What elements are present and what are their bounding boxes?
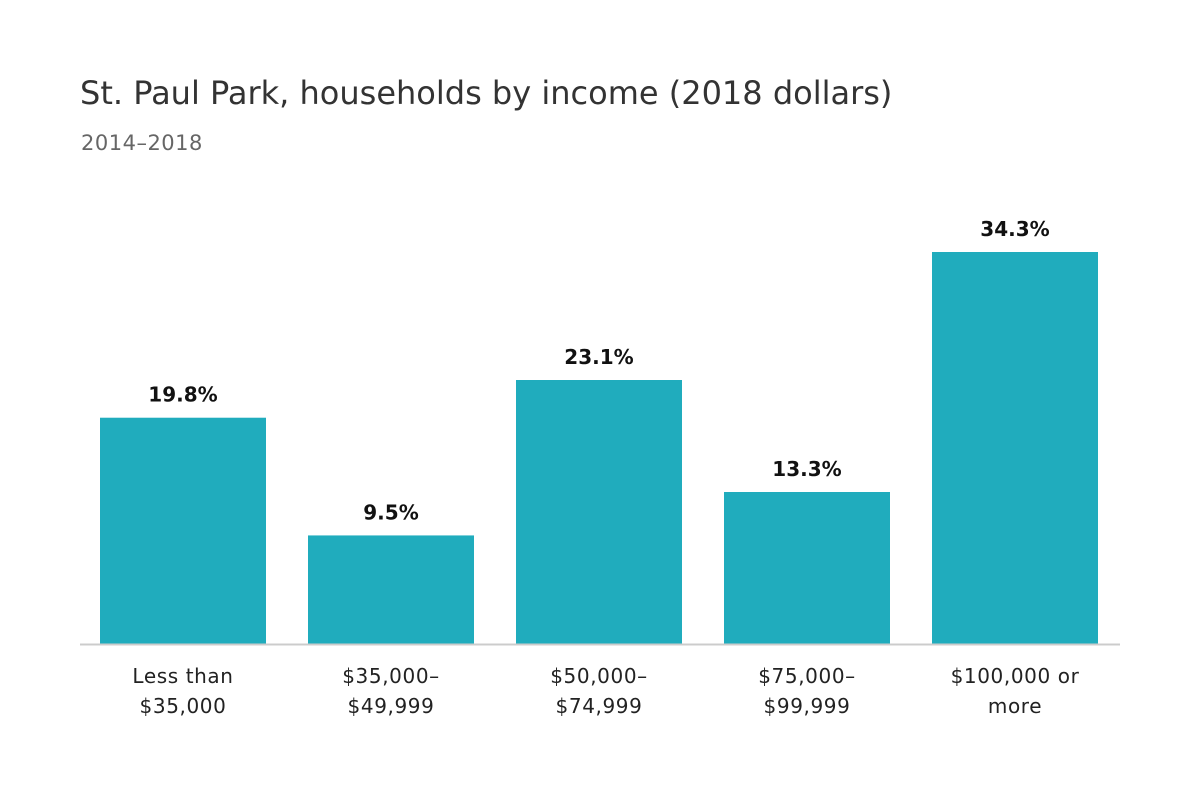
- bars-group: [100, 252, 1098, 644]
- tick-label-1-line-1: $49,999: [348, 694, 435, 718]
- tick-label-3-line-1: $99,999: [764, 694, 851, 718]
- tick-label-4-line-1: more: [988, 694, 1042, 718]
- tick-label-2-line-1: $74,999: [556, 694, 643, 718]
- value-label-1: 9.5%: [363, 500, 418, 524]
- tick-label-2-line-0: $50,000–: [550, 664, 648, 688]
- tick-labels-group: 19.8% Less than $35,000 9.5% $35,000– $49,999…: [132, 217, 1079, 718]
- tick-label-3-line-0: $75,000–: [758, 664, 856, 688]
- tick-label-0-line-1: $35,000: [140, 694, 227, 718]
- value-label-2: 23.1%: [564, 345, 633, 369]
- tick-label-4-line-0: $100,000 or: [951, 664, 1080, 688]
- bar-2: [516, 380, 682, 644]
- chart-title: St. Paul Park, households by income (201…: [80, 74, 893, 112]
- value-label-3: 13.3%: [772, 457, 841, 481]
- bar-0: [100, 417, 266, 644]
- bar-3: [724, 492, 890, 644]
- chart-subtitle: 2014–2018: [81, 131, 203, 155]
- bar-4: [932, 252, 1098, 644]
- value-label-4: 34.3%: [980, 217, 1049, 241]
- bar-1: [308, 535, 474, 644]
- value-label-0: 19.8%: [148, 383, 217, 407]
- tick-label-1-line-0: $35,000–: [342, 664, 440, 688]
- tick-label-0-line-0: Less than: [132, 664, 233, 688]
